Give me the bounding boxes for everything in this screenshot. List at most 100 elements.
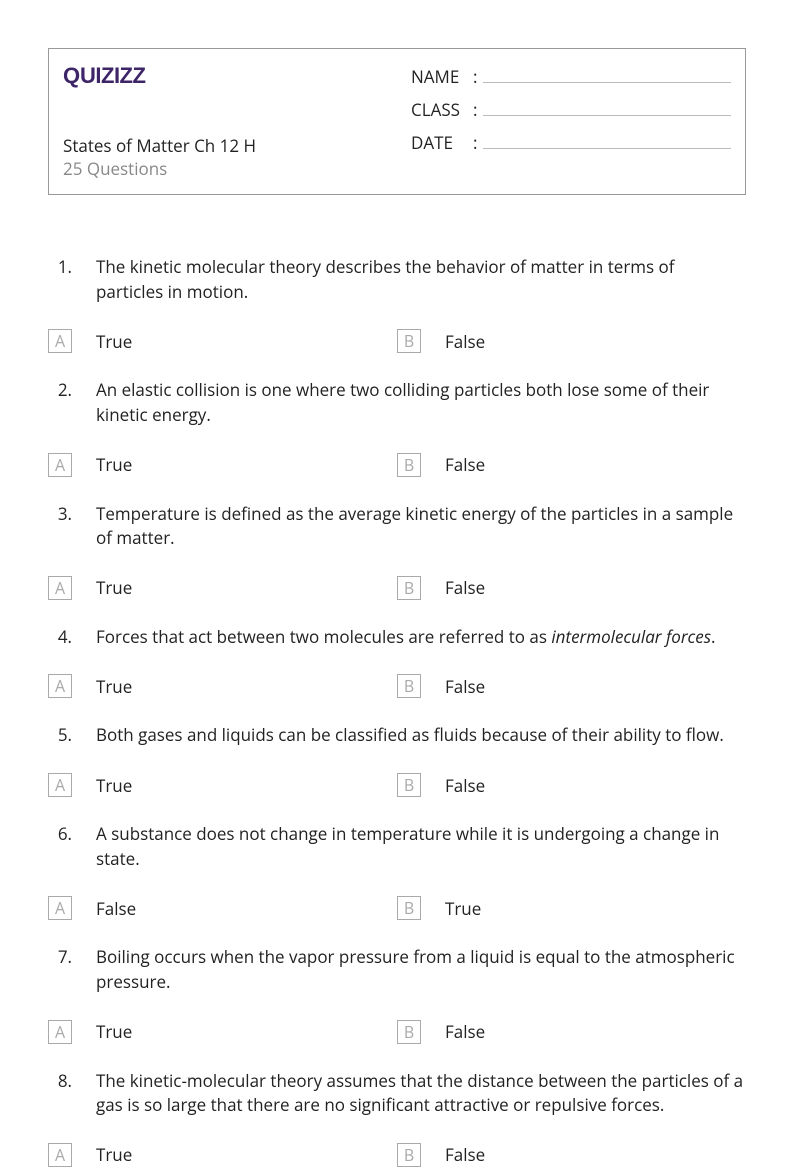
answer-text: True [96, 1020, 132, 1043]
question-block: 8.The kinetic-molecular theory assumes t… [48, 1069, 746, 1167]
answer-box: B [397, 576, 421, 600]
answer-text: True [96, 330, 132, 353]
answer-text: False [445, 1020, 485, 1043]
form-underline[interactable] [483, 96, 731, 116]
answer-option-a[interactable]: A True [48, 329, 397, 353]
answers-row: A True B False [48, 674, 746, 698]
question-text: Both gases and liquids can be classified… [96, 723, 746, 748]
answer-box: A [48, 896, 72, 920]
answer-box: B [397, 674, 421, 698]
question-text: The kinetic molecular theory describes t… [96, 255, 746, 304]
form-colon: : [473, 131, 477, 154]
quiz-title: States of Matter Ch 12 H [63, 134, 411, 157]
question-block: 4.Forces that act between two molecules … [48, 625, 746, 699]
answer-option-a[interactable]: ATrue [48, 773, 397, 797]
questions-container: 1.The kinetic molecular theory describes… [48, 255, 746, 1167]
question-number: 8. [48, 1069, 96, 1118]
answers-row: A False B True [48, 896, 746, 920]
question-number: 7. [48, 945, 96, 994]
form-label: DATE [411, 131, 473, 154]
answer-box: A [48, 674, 72, 698]
answer-option-a[interactable]: ATrue [48, 1143, 397, 1167]
answer-box: A [48, 329, 72, 353]
answer-option-b[interactable]: B False [397, 674, 746, 698]
answer-box: A [48, 1020, 72, 1044]
answer-text: True [96, 675, 132, 698]
question-text: A substance does not change in temperatu… [96, 822, 746, 871]
answer-option-a[interactable]: A True [48, 453, 397, 477]
header-right: NAME : CLASS : DATE : [411, 63, 731, 180]
answer-text: False [445, 576, 485, 599]
question-row: 8.The kinetic-molecular theory assumes t… [48, 1069, 746, 1118]
answers-row: A True B False [48, 329, 746, 353]
form-underline[interactable] [483, 63, 731, 83]
question-row: 5.Both gases and liquids can be classifi… [48, 723, 746, 748]
question-block: 7.Boiling occurs when the vapor pressure… [48, 945, 746, 1043]
answer-option-a[interactable]: A True [48, 576, 397, 600]
answer-box: B [397, 329, 421, 353]
answers-row: A True B False [48, 576, 746, 600]
question-block: 5.Both gases and liquids can be classifi… [48, 723, 746, 797]
question-row: 7.Boiling occurs when the vapor pressure… [48, 945, 746, 994]
form-line-name: NAME : [411, 63, 731, 88]
answer-option-b[interactable]: B False [397, 1143, 746, 1167]
answer-option-b[interactable]: B False [397, 329, 746, 353]
answers-row: ATrueB False [48, 1143, 746, 1167]
svg-text:UIZIZZ: UIZIZZ [80, 63, 145, 88]
answer-box: B [397, 1020, 421, 1044]
header-box: Q UIZIZZ States of Matter Ch 12 H 25 Que… [48, 48, 746, 195]
question-number: 4. [48, 625, 96, 650]
question-block: 3.Temperature is defined as the average … [48, 502, 746, 600]
form-label: NAME [411, 65, 473, 88]
answer-box: A [48, 453, 72, 477]
answer-option-a[interactable]: A True [48, 674, 397, 698]
answer-box: B [397, 896, 421, 920]
form-colon: : [473, 98, 477, 121]
answer-option-a[interactable]: A True [48, 1020, 397, 1044]
answer-text: True [445, 897, 481, 920]
answer-text: True [96, 453, 132, 476]
svg-text:Q: Q [63, 63, 80, 88]
question-block: 6.A substance does not change in tempera… [48, 822, 746, 920]
form-underline[interactable] [483, 129, 731, 149]
question-number: 1. [48, 255, 96, 304]
answer-box: A [48, 576, 72, 600]
header-left: Q UIZIZZ States of Matter Ch 12 H 25 Que… [63, 63, 411, 180]
answer-text: False [96, 897, 136, 920]
answer-box: B [397, 773, 421, 797]
answers-row: ATrueB False [48, 773, 746, 797]
question-row: 2.An elastic collision is one where two … [48, 378, 746, 427]
question-text: An elastic collision is one where two co… [96, 378, 746, 427]
answer-text: False [445, 453, 485, 476]
question-number: 5. [48, 723, 96, 748]
answer-text: False [445, 1143, 485, 1166]
answer-option-b[interactable]: B False [397, 1020, 746, 1044]
answer-option-b[interactable]: BFalse [397, 453, 746, 477]
answer-box: B [397, 1143, 421, 1167]
question-text: Boiling occurs when the vapor pressure f… [96, 945, 746, 994]
question-row: 6.A substance does not change in tempera… [48, 822, 746, 871]
answer-text: True [96, 576, 132, 599]
form-line-class: CLASS : [411, 96, 731, 121]
answer-option-a[interactable]: A False [48, 896, 397, 920]
answer-option-b[interactable]: B False [397, 576, 746, 600]
form-label: CLASS [411, 98, 473, 121]
quiz-subtitle: 25 Questions [63, 157, 411, 180]
question-row: 4.Forces that act between two molecules … [48, 625, 746, 650]
answer-text: False [445, 330, 485, 353]
question-row: 3.Temperature is defined as the average … [48, 502, 746, 551]
question-block: 2.An elastic collision is one where two … [48, 378, 746, 476]
question-number: 6. [48, 822, 96, 871]
question-number: 3. [48, 502, 96, 551]
answers-row: A True B False [48, 1020, 746, 1044]
answer-text: False [445, 774, 485, 797]
answer-text: False [445, 675, 485, 698]
form-colon: : [473, 65, 477, 88]
question-text: Temperature is defined as the average ki… [96, 502, 746, 551]
answer-option-b[interactable]: B True [397, 896, 746, 920]
answer-option-b[interactable]: B False [397, 773, 746, 797]
question-text: The kinetic-molecular theory assumes tha… [96, 1069, 746, 1118]
quizizz-logo: Q UIZIZZ [63, 63, 411, 96]
question-text: Forces that act between two molecules ar… [96, 625, 746, 650]
answer-box: A [48, 1143, 72, 1167]
